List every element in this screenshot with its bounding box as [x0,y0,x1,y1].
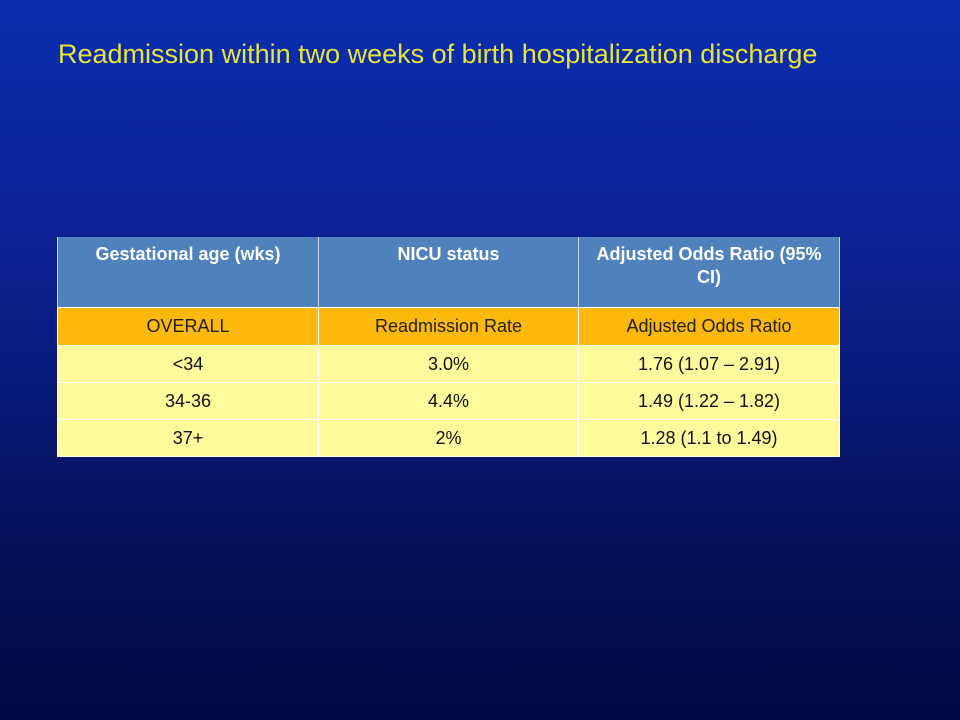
subheader-readmission-rate: Readmission Rate [318,307,579,346]
cell-odds-ratio: 1.76 (1.07 – 2.91) [578,345,840,383]
subheader-overall: OVERALL [57,307,319,346]
header-gestational-age: Gestational age (wks) [57,237,319,308]
header-nicu-status: NICU status [318,237,579,308]
cell-odds-ratio: 1.49 (1.22 – 1.82) [578,382,840,420]
cell-gestational-age: 37+ [57,419,319,457]
table-row: <34 3.0% 1.76 (1.07 – 2.91) [57,345,840,383]
readmission-table: Gestational age (wks) NICU status Adjust… [57,237,840,457]
table-subheader-row: OVERALL Readmission Rate Adjusted Odds R… [57,307,840,346]
cell-readmission-rate: 3.0% [318,345,579,383]
slide-title: Readmission within two weeks of birth ho… [58,39,818,69]
cell-gestational-age: <34 [57,345,319,383]
cell-gestational-age: 34-36 [57,382,319,420]
table-row: 37+ 2% 1.28 (1.1 to 1.49) [57,419,840,457]
header-adjusted-odds-ratio: Adjusted Odds Ratio (95% CI) [578,237,840,308]
cell-readmission-rate: 4.4% [318,382,579,420]
cell-odds-ratio: 1.28 (1.1 to 1.49) [578,419,840,457]
table-header-row: Gestational age (wks) NICU status Adjust… [57,237,840,308]
table-row: 34-36 4.4% 1.49 (1.22 – 1.82) [57,382,840,420]
subheader-adjusted-odds-ratio: Adjusted Odds Ratio [578,307,840,346]
cell-readmission-rate: 2% [318,419,579,457]
